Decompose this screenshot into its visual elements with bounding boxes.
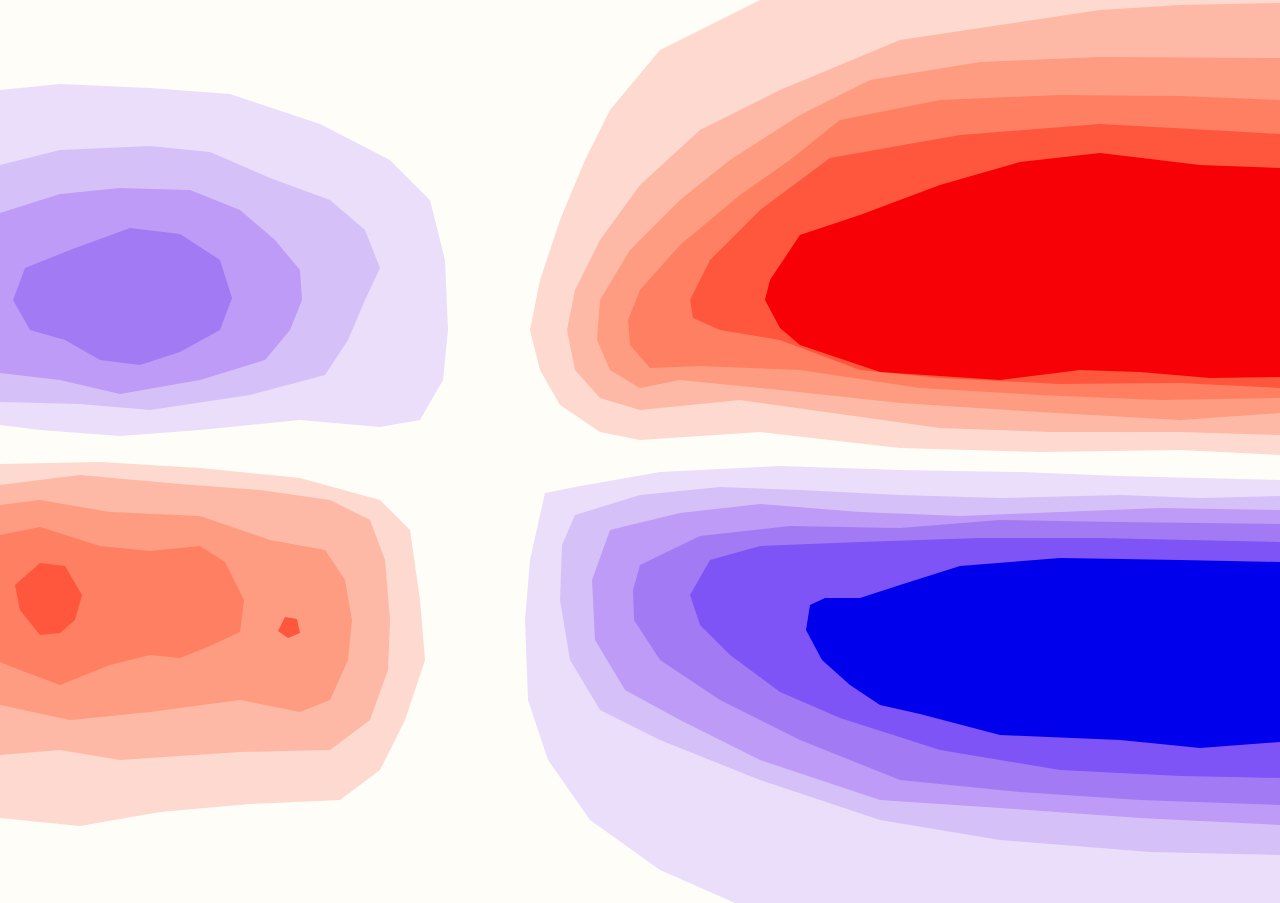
- contour-region-lower-right: [525, 466, 1280, 903]
- contour-band-neg-4: [13, 228, 232, 365]
- contour-region-lower-left: [0, 462, 425, 826]
- contour-band-pos-5-small: [278, 617, 300, 638]
- contour-band-neg-6: [806, 558, 1280, 748]
- contour-band-pos-5: [15, 563, 82, 635]
- contour-region-upper-left: [0, 84, 448, 436]
- contour-region-upper-right: [530, 0, 1280, 455]
- contour-band-pos-6: [765, 153, 1280, 380]
